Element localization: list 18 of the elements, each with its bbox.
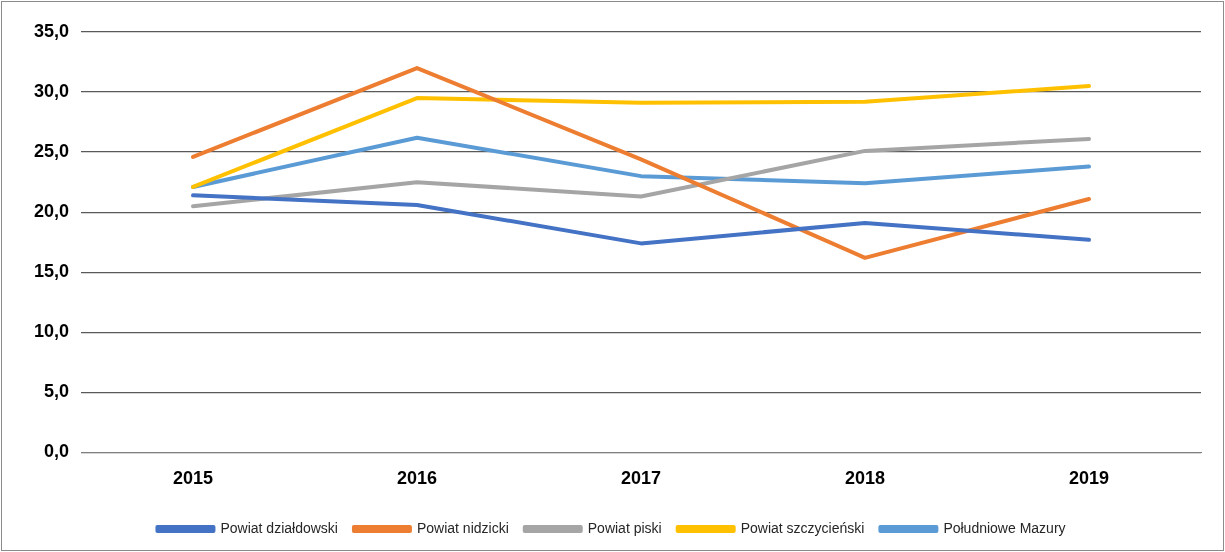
y-tick-label: 30,0 xyxy=(33,81,70,102)
y-tick-label: 20,0 xyxy=(33,201,70,222)
legend-label: Powiat działdowski xyxy=(220,519,338,536)
legend-label: Powiat szczycieński xyxy=(740,519,865,536)
x-tick-label: 2019 xyxy=(1068,468,1110,489)
y-tick-label: 0,0 xyxy=(44,441,70,462)
y-tick-label: 35,0 xyxy=(33,20,70,41)
x-tick-label: 2016 xyxy=(397,468,438,489)
x-tick-label: 2017 xyxy=(620,468,662,489)
y-tick-label: 25,0 xyxy=(33,141,70,162)
x-tick-label: 2015 xyxy=(173,468,214,489)
y-tick-label: 15,0 xyxy=(33,261,70,282)
y-tick-label: 5,0 xyxy=(44,381,70,402)
y-tick-label: 10,0 xyxy=(33,321,70,342)
legend-label: Powiat piski xyxy=(587,519,662,536)
x-tick-label: 2018 xyxy=(844,468,886,489)
legend-label: Powiat nidzicki xyxy=(416,519,509,536)
legend-label: Południowe Mazury xyxy=(943,519,1066,536)
